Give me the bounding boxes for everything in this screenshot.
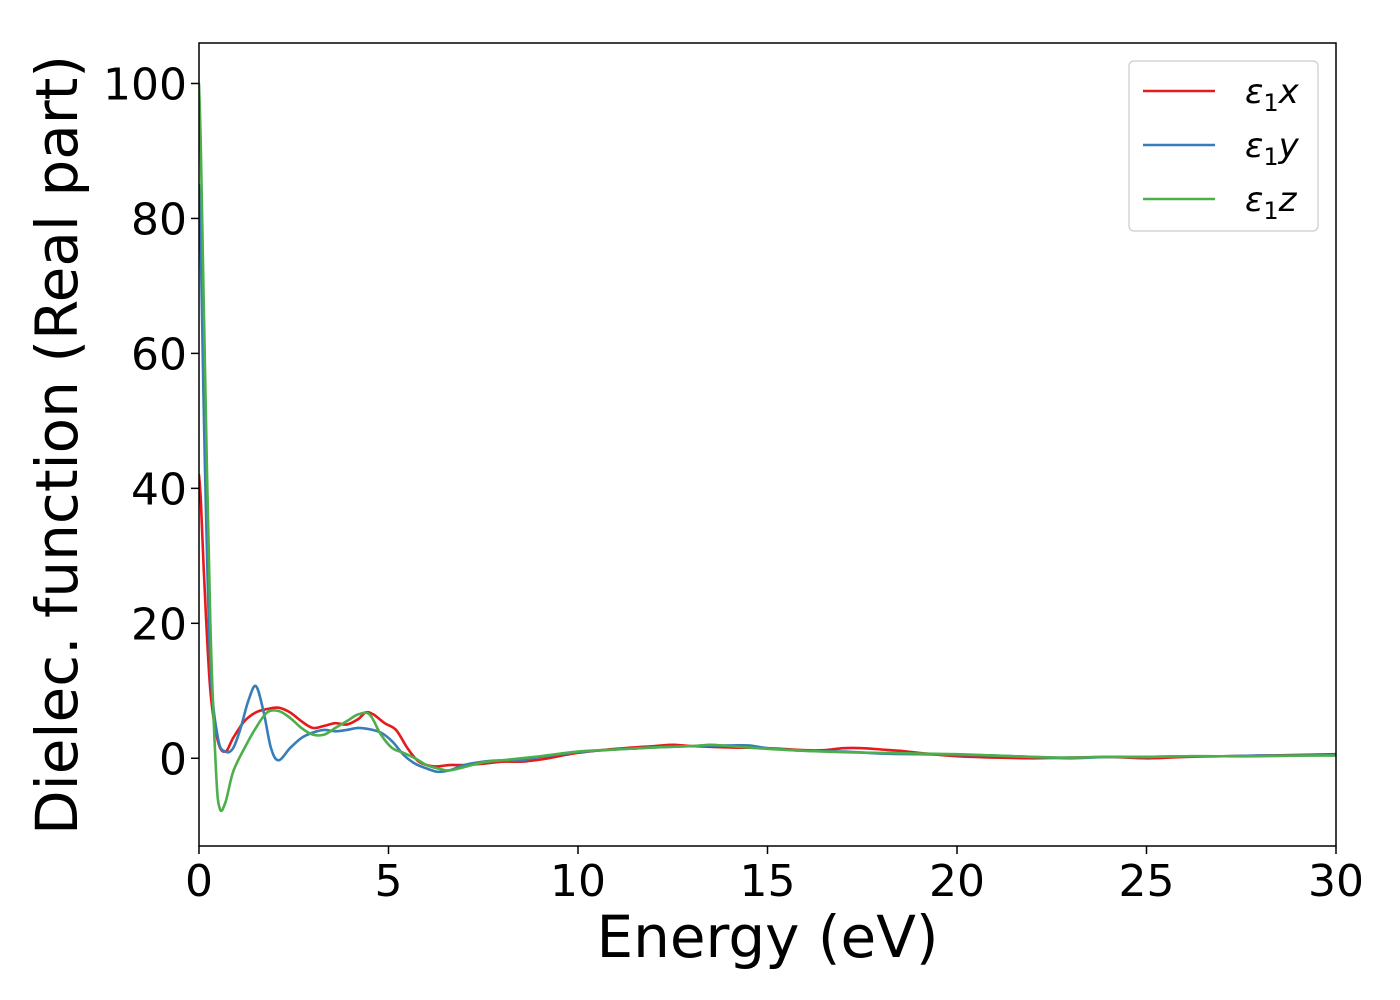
y-axis: 0 20 40 60 80 100 bbox=[103, 59, 199, 785]
x-tick-label: 20 bbox=[929, 856, 985, 907]
x-tick-label: 15 bbox=[740, 856, 796, 907]
series-line-z bbox=[199, 82, 1336, 813]
y-tick-label: 0 bbox=[159, 734, 187, 785]
legend-box bbox=[1128, 60, 1319, 232]
y-tick-label: 80 bbox=[131, 194, 187, 245]
x-tick-label: 25 bbox=[1119, 856, 1175, 907]
series-layer bbox=[199, 82, 1336, 813]
series-line-y bbox=[199, 183, 1336, 774]
x-tick-label: 10 bbox=[550, 856, 606, 907]
x-tick-label: 30 bbox=[1308, 856, 1364, 907]
y-axis-label: Dielec. function (Real part) bbox=[23, 55, 91, 835]
y-tick-label: 60 bbox=[131, 329, 187, 380]
y-tick-label: 20 bbox=[131, 599, 187, 650]
legend: ε1x ε1y ε1z bbox=[1128, 60, 1319, 232]
legend-label-y: ε1y bbox=[1245, 126, 1300, 171]
legend-label-x: ε1x bbox=[1245, 72, 1300, 117]
x-axis-label: Energy (eV) bbox=[596, 903, 938, 971]
legend-label-z: ε1z bbox=[1245, 180, 1298, 225]
x-axis: 0 5 10 15 20 25 30 bbox=[185, 846, 1364, 907]
series-line-x bbox=[199, 473, 1336, 768]
x-tick-label: 0 bbox=[185, 856, 213, 907]
x-tick-label: 5 bbox=[375, 856, 403, 907]
y-tick-label: 100 bbox=[103, 59, 187, 110]
y-tick-label: 40 bbox=[131, 464, 187, 515]
